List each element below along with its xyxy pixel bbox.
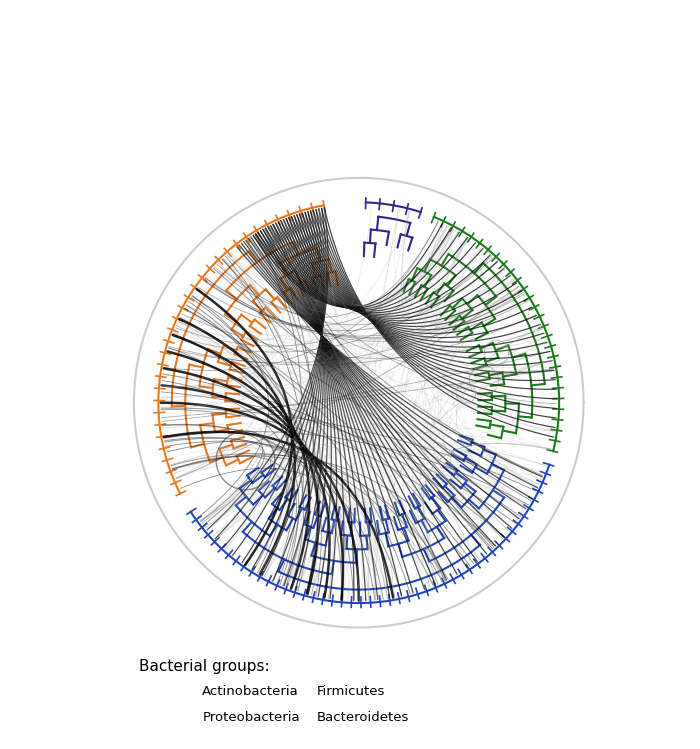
- Text: Bacteroidetes: Bacteroidetes: [317, 712, 410, 724]
- Text: Firmicutes: Firmicutes: [317, 685, 386, 697]
- Text: Proteobacteria: Proteobacteria: [202, 712, 300, 724]
- Text: Actinobacteria: Actinobacteria: [202, 685, 299, 697]
- Text: Bacterial groups:: Bacterial groups:: [139, 659, 270, 674]
